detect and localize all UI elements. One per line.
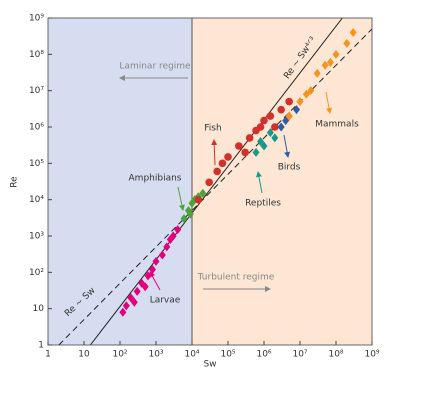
group-arrow [283,134,291,158]
point [163,242,171,252]
y-tick-label: 10⁶ [29,123,44,133]
point [180,214,188,224]
point [271,133,279,143]
point [122,301,130,311]
point [326,57,334,67]
point [174,225,182,235]
point [194,195,203,204]
point [213,167,221,176]
point [271,123,279,131]
plot-frame [47,17,373,346]
reference-line [89,18,343,345]
x-tick-label: 10⁹ [364,350,379,360]
region-label: Laminar regime [119,62,191,72]
group-label: Fish [204,124,221,134]
group-label: Larvae [150,296,181,306]
group-label: Amphibians [129,174,182,184]
point [256,123,265,131]
x-tick-label: 10 [78,350,90,360]
group-label: Mammals [315,120,359,130]
x-tick-label: 10² [112,350,127,360]
point [282,116,290,126]
point [266,128,274,138]
group-arrow [177,186,185,211]
y-tick-label: 10⁴ [29,195,44,205]
point [169,231,177,241]
y-tick-label: 10 [33,304,45,314]
group-label: Reptiles [245,199,281,209]
group-arrow [211,139,218,166]
point [296,97,304,107]
x-tick-label: 10³ [148,350,163,360]
point [158,250,166,260]
point [252,147,260,157]
y-tick-label: 10⁸ [29,50,44,60]
point [133,286,141,296]
group-arrow [325,91,333,114]
point [266,112,275,120]
point [260,141,268,151]
point [119,307,127,317]
group-label: Birds [278,163,301,173]
x-tick-label: 10⁴ [184,350,199,360]
point [293,105,301,115]
x-axis-label: Sw [203,360,216,370]
point [245,134,254,142]
point [260,116,268,125]
x-tick-label: 10⁸ [328,350,343,360]
point [313,68,321,78]
group-arrow [255,171,263,194]
point [152,256,160,266]
point [302,89,310,99]
point [235,142,243,150]
point [307,86,315,96]
point [349,27,357,37]
point [141,282,149,292]
y-axis-label: Re [10,176,20,188]
x-tick-label: 10⁵ [220,350,235,360]
point [343,38,351,48]
group-arrow [149,271,161,291]
point [332,49,340,59]
point [285,97,293,106]
laminar-region [48,18,192,345]
y-tick-label: 10³ [29,232,44,242]
point [199,188,207,198]
y-tick-label: 1 [38,341,44,351]
point [218,159,227,168]
point [241,148,249,157]
point [257,136,265,146]
x-tick-label: 10⁶ [256,350,271,360]
point [186,209,194,219]
point [321,60,329,70]
y-tick-label: 10⁵ [29,159,44,169]
point [205,178,213,187]
turbulent-region [192,18,372,345]
region-label: Turbulent regime [197,273,275,283]
point [127,293,135,303]
point [224,153,232,161]
y-tick-label: 10² [29,268,44,278]
point [285,111,293,121]
x-tick-label: 10⁷ [292,350,307,360]
x-tick-label: 1 [45,350,51,360]
point [277,122,285,132]
reference-line [58,28,372,345]
y-tick-label: 10⁷ [29,86,44,96]
point [130,297,138,307]
point [277,105,285,114]
y-tick-label: 10⁹ [29,14,44,24]
